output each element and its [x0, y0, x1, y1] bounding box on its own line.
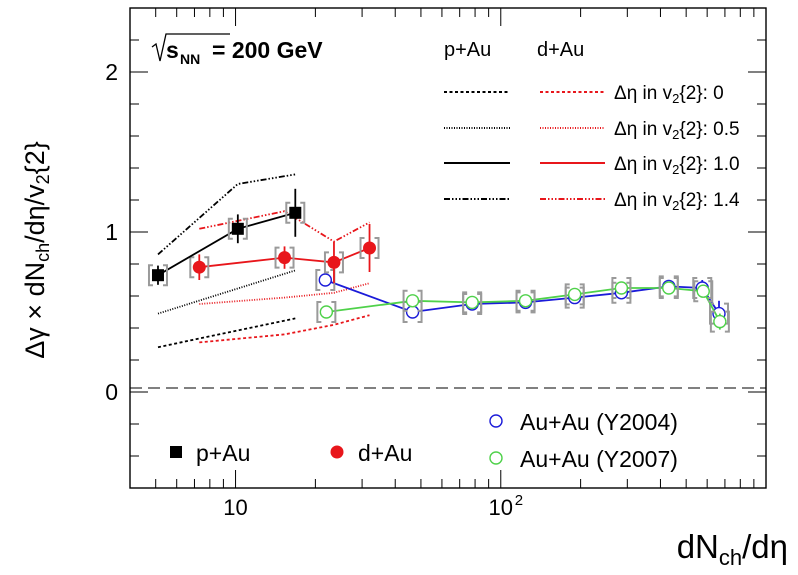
x-tick-label: 10 — [489, 495, 513, 520]
y-tick-label: 0 — [105, 379, 118, 405]
data-point-au-au-y2007 — [568, 287, 582, 302]
data-point-au-au-y2007 — [405, 294, 420, 308]
x-tick-label: 10 — [223, 495, 247, 520]
y-tick-label: 1 — [105, 219, 118, 245]
data-point-d-au — [327, 255, 341, 269]
legend-col-dAu: d+Au — [537, 39, 584, 61]
band-line-pAu-dotted — [157, 269, 296, 315]
data-point-d-au — [192, 260, 206, 274]
y-axis-label: Δγ × dNch/dη/v2{2} — [20, 141, 53, 358]
data-point-au-au-y2007 — [319, 305, 334, 319]
data-point-d-au — [278, 251, 292, 265]
data-point-p-au — [231, 222, 244, 235]
data-series — [147, 188, 730, 333]
syst-bracket — [402, 289, 423, 312]
legend-line-label: Δη in v2{2}: 0.5 — [614, 119, 740, 142]
legend-label-au-au-y2004: Au+Au (Y2004) — [520, 409, 678, 435]
syst-bracket — [285, 201, 306, 224]
energy-sub: NN — [180, 51, 200, 67]
legend-label-au-au-y2007: Au+Au (Y2007) — [520, 446, 678, 472]
y-axis-label-text: Δγ × dNch/dη/v2{2} — [20, 141, 53, 358]
legend-col-pAu: p+Au — [444, 39, 491, 61]
syst-bracket — [611, 277, 632, 299]
legend-marker-p-au — [170, 446, 182, 458]
data-point-d-au — [363, 241, 377, 255]
energy-s: s — [166, 37, 179, 63]
syst-bracket — [693, 280, 714, 303]
syst-bracket — [564, 283, 585, 306]
band-line-dAu-dashed — [199, 314, 370, 344]
syst-bracket — [227, 217, 248, 240]
energy-value: = 200 GeV — [212, 37, 323, 63]
energy-label: s NN = 200 GeV — [151, 33, 323, 67]
band-line-pAu-dashed — [157, 317, 296, 349]
syst-bracket — [359, 237, 380, 259]
data-point-au-au-y2004 — [405, 305, 420, 319]
syst-bracket — [658, 277, 679, 299]
band-line-dAu-dashdot — [199, 210, 370, 243]
data-point-au-au-y2007 — [518, 294, 533, 308]
syst-bracket — [316, 301, 337, 323]
data-point-p-au — [151, 269, 164, 282]
data-point-au-au-y2007 — [465, 295, 479, 310]
sqrt-sign — [151, 33, 230, 62]
legend-line-label: Δη in v2{2}: 1.0 — [614, 154, 740, 177]
y-tick-label: 2 — [105, 59, 118, 85]
legend-line-label: Δη in v2{2}: 1.4 — [614, 190, 740, 213]
band-line-pAu-dashdot — [157, 173, 296, 256]
legend-marker-au-au-y2007 — [489, 451, 503, 465]
legend-line-label: Δη in v2{2}: 0 — [614, 83, 724, 106]
data-point-au-au-y2007 — [713, 314, 727, 329]
syst-bracket — [147, 264, 168, 287]
data-point-au-au-y2007 — [614, 281, 629, 295]
syst-bracket — [323, 251, 344, 274]
data-point-au-au-y2007 — [696, 284, 710, 298]
data-point-au-au-y2007 — [662, 281, 676, 295]
x-tick-label-sup: 2 — [515, 492, 523, 509]
x-axis-label: dNch/dη — [677, 528, 788, 570]
legend-label-d-au: d+Au — [358, 440, 412, 466]
data-point-p-au — [289, 206, 302, 219]
band-lines — [157, 173, 370, 349]
syst-bracket — [462, 291, 483, 314]
syst-bracket — [515, 289, 536, 312]
band-line-dAu-dotted — [199, 282, 370, 305]
syst-bracket — [274, 246, 295, 269]
syst-bracket — [709, 310, 730, 333]
series-line-d-au — [199, 247, 370, 269]
legend-label-p-au: p+Au — [196, 440, 250, 466]
legend: p+Au d+Au Au+Au (Y2004) Au+Au (Y2007) — [170, 409, 678, 472]
legend-marker-d-au — [330, 445, 344, 459]
data-point-au-au-y2004 — [318, 273, 333, 287]
syst-bracket — [189, 256, 210, 279]
plot-frame — [129, 7, 767, 489]
legend-marker-au-au-y2004 — [489, 414, 503, 428]
legend-lines: Δη in v2{2}: 0 Δη in v2{2}: 0.5 Δη in v2{2… — [444, 83, 740, 213]
